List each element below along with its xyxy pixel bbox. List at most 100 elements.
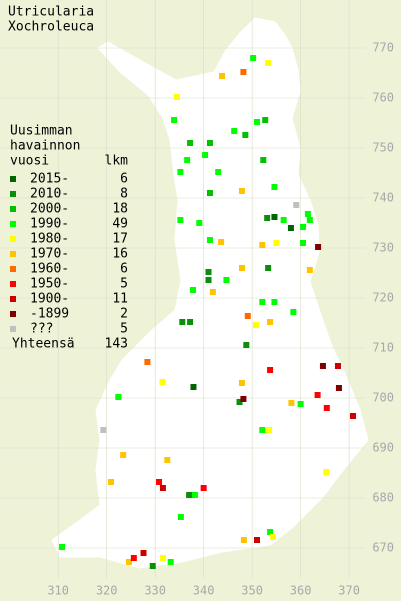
observation-square [253, 537, 260, 543]
observation-square [250, 55, 257, 61]
y-tick-label: 770 [372, 41, 394, 55]
legend-swatch [10, 311, 16, 317]
legend-label: 1900- [30, 292, 69, 307]
observation-square [271, 184, 278, 190]
observation-square [231, 128, 238, 134]
observation-square [306, 217, 313, 223]
observation-square [205, 277, 212, 283]
x-tick-label: 360 [290, 584, 312, 598]
observation-square [215, 169, 222, 175]
observation-square [236, 399, 243, 405]
observation-square [206, 237, 213, 243]
legend-count: 49 [112, 217, 128, 232]
observation-square [184, 157, 191, 163]
legend-label: 1970- [30, 247, 69, 262]
observation-square [287, 225, 294, 231]
x-tick-label: 350 [241, 584, 263, 598]
legend-swatch [10, 191, 16, 197]
legend-count: 2 [120, 307, 128, 322]
observation-square [189, 287, 196, 293]
observation-square [314, 392, 321, 398]
observation-square [171, 117, 178, 123]
observation-square [267, 367, 274, 373]
y-tick-label: 690 [372, 441, 394, 455]
observation-square [159, 379, 166, 385]
y-tick-label: 730 [372, 241, 394, 255]
observation-square [238, 380, 245, 386]
total-label: Yhteensä [12, 337, 75, 352]
observation-square [264, 215, 271, 221]
y-tick-label: 670 [372, 541, 394, 555]
observation-square [267, 529, 274, 535]
legend-label: 1990- [30, 217, 69, 232]
legend-count: 6 [120, 262, 128, 277]
observation-square [323, 405, 330, 411]
observation-square [196, 220, 203, 226]
legend-swatch [10, 251, 16, 257]
observation-square [159, 485, 166, 491]
legend-swatch [10, 326, 16, 332]
observation-square [200, 485, 207, 491]
observation-square [130, 555, 137, 561]
observation-square [115, 394, 122, 400]
x-tick-label: 330 [144, 584, 166, 598]
observation-square [265, 265, 272, 271]
observation-square [335, 385, 342, 391]
legend-label: 1950- [30, 277, 69, 292]
legend-swatch [10, 266, 16, 272]
legend-count: 17 [112, 232, 128, 247]
title: Utricularia [8, 5, 94, 20]
total-value: 143 [105, 337, 128, 352]
legend-title: havainnon [10, 139, 80, 154]
legend-label: 2000- [30, 202, 69, 217]
observation-square [260, 157, 267, 163]
observation-square [349, 413, 356, 419]
x-tick-label: 370 [338, 584, 360, 598]
observation-square [297, 401, 304, 407]
observation-square [108, 479, 115, 485]
observation-square [293, 202, 300, 208]
observation-square [156, 479, 163, 485]
legend-swatch [10, 281, 16, 287]
observation-square [240, 396, 247, 402]
observation-square [269, 534, 276, 540]
legend-label: 2015- [30, 172, 69, 187]
y-tick-label: 740 [372, 191, 394, 205]
legend-title: Uusimman [10, 124, 73, 139]
observation-square [202, 152, 209, 158]
legend-count: 5 [120, 322, 128, 337]
y-tick-label: 760 [372, 91, 394, 105]
legend-count: 18 [112, 202, 128, 217]
observation-square [300, 240, 307, 246]
observation-square [177, 514, 184, 520]
x-tick-label: 340 [193, 584, 215, 598]
observation-square [120, 452, 127, 458]
observation-square [191, 492, 198, 498]
observation-square [280, 217, 287, 223]
observation-square [218, 239, 225, 245]
observation-square [206, 190, 213, 196]
observation-square [219, 73, 226, 79]
y-tick-label: 750 [372, 141, 394, 155]
observation-square [271, 214, 278, 220]
observation-square [259, 427, 266, 433]
y-tick-label: 680 [372, 491, 394, 505]
observation-square [240, 69, 247, 75]
observation-square [253, 322, 260, 328]
observation-square [242, 132, 249, 138]
observation-square [125, 559, 132, 565]
observation-square [144, 359, 151, 365]
observation-square [300, 224, 307, 230]
observation-square [187, 319, 194, 325]
observation-square [149, 563, 156, 569]
observation-square [177, 169, 184, 175]
observation-square [240, 537, 247, 543]
observation-square [244, 313, 251, 319]
observation-square [159, 555, 166, 561]
observation-square [334, 363, 341, 369]
observation-square [206, 140, 213, 146]
observation-square [177, 217, 184, 223]
observation-square [259, 299, 266, 305]
